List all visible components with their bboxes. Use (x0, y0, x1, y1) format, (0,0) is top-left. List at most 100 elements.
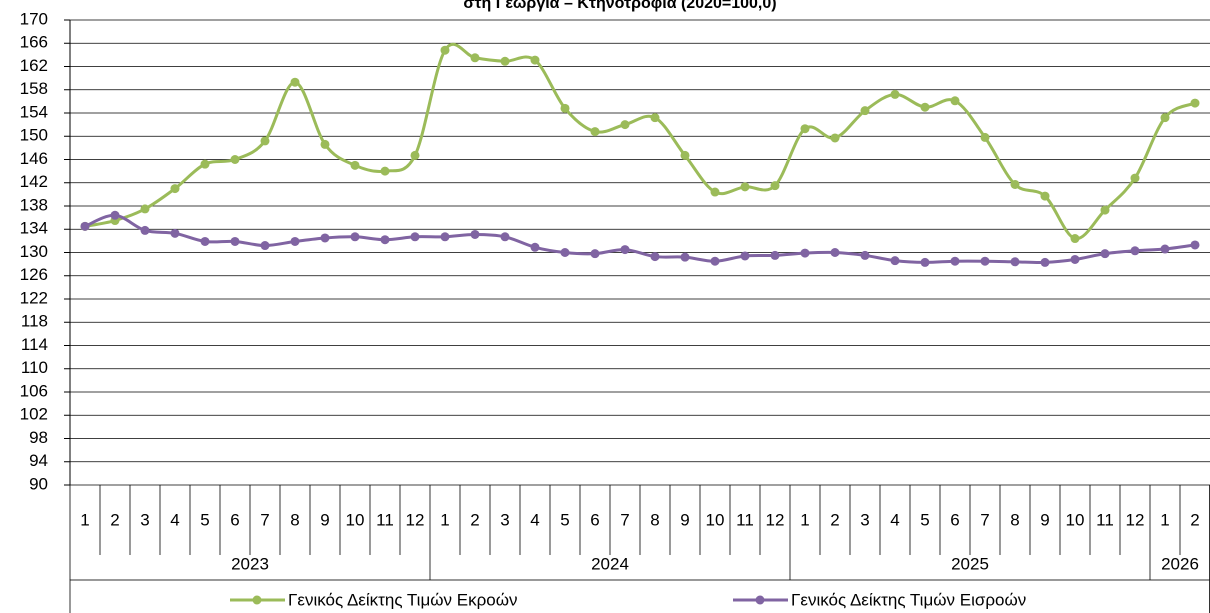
x-tick-label: 3 (860, 510, 869, 529)
x-tick-label: 6 (590, 510, 599, 529)
y-tick-label: 114 (21, 335, 48, 354)
x-tick-label: 10 (346, 510, 365, 529)
y-tick-label: 162 (20, 56, 48, 75)
marker (530, 242, 540, 252)
x-tick-label: 2 (470, 510, 479, 529)
marker (1070, 234, 1080, 244)
marker (440, 45, 450, 55)
x-tick-label: 3 (140, 510, 149, 529)
marker (950, 96, 960, 106)
x-tick-label: 1 (80, 510, 89, 529)
marker (650, 252, 660, 262)
x-tick-label: 9 (320, 510, 329, 529)
marker (200, 236, 210, 246)
legend-box (69, 579, 1210, 613)
y-tick-label: 166 (20, 33, 48, 52)
x-tick-label: 2 (110, 510, 119, 529)
marker (1190, 98, 1200, 108)
marker (980, 132, 990, 142)
x-tick-label: 8 (290, 510, 299, 529)
marker (170, 228, 180, 238)
marker (500, 232, 510, 242)
x-tick-label: 8 (650, 510, 659, 529)
marker (800, 248, 810, 258)
marker (1010, 179, 1020, 189)
marker (650, 113, 660, 123)
y-tick-label: 146 (20, 149, 48, 168)
marker (470, 53, 480, 63)
marker (740, 251, 750, 261)
x-tick-label: 2 (1190, 510, 1199, 529)
marker (230, 155, 240, 164)
x-tick-label: 11 (736, 510, 754, 529)
x-tick-label: 1 (440, 510, 449, 529)
y-tick-label: 130 (20, 242, 48, 261)
x-group-label: 2023 (231, 554, 269, 573)
marker (320, 139, 330, 149)
y-tick-label: 90 (29, 474, 48, 493)
x-group-label: 2024 (591, 554, 629, 573)
x-tick-label: 7 (980, 510, 989, 529)
marker (140, 204, 150, 214)
marker (770, 250, 780, 260)
marker (260, 241, 270, 251)
marker (890, 256, 900, 266)
marker (620, 120, 630, 130)
y-tick-label: 134 (20, 219, 48, 238)
marker (1070, 254, 1080, 264)
marker (710, 187, 720, 197)
y-tick-label: 94 (29, 451, 48, 470)
x-tick-label: 7 (260, 510, 269, 529)
marker (740, 182, 750, 192)
marker (410, 150, 420, 160)
marker (320, 233, 330, 243)
marker (980, 256, 990, 266)
marker (860, 106, 870, 116)
marker (1010, 257, 1020, 267)
marker (1040, 191, 1050, 201)
marker (710, 256, 720, 266)
marker (1100, 249, 1110, 259)
marker (950, 256, 960, 266)
marker (560, 103, 570, 113)
marker (290, 236, 300, 246)
marker (590, 127, 600, 137)
marker (830, 248, 840, 257)
marker (380, 166, 390, 176)
x-tick-label: 1 (800, 510, 809, 529)
y-tick-label: 102 (20, 405, 48, 424)
marker (920, 257, 930, 267)
marker (410, 232, 420, 242)
marker (1160, 113, 1170, 123)
x-tick-label: 11 (1096, 510, 1114, 529)
y-tick-label: 118 (21, 312, 48, 331)
marker (830, 133, 840, 143)
legend-label: Γενικός Δείκτης Τιμών Εκροών (288, 590, 518, 609)
x-tick-label: 1 (1160, 510, 1169, 529)
x-tick-label: 5 (200, 510, 209, 529)
x-tick-label: 9 (1040, 510, 1049, 529)
x-tick-label: 6 (950, 510, 959, 529)
legend-marker (252, 595, 262, 605)
series-line (84, 213, 1196, 264)
marker (110, 210, 120, 220)
x-tick-label: 9 (680, 510, 689, 529)
y-tick-label: 122 (20, 288, 48, 307)
x-tick-label: 2 (830, 510, 839, 529)
marker (590, 249, 600, 259)
y-tick-label: 98 (29, 428, 48, 447)
marker (140, 225, 150, 235)
marker (530, 55, 540, 65)
x-tick-label: 11 (376, 510, 394, 529)
legend-marker (755, 595, 765, 605)
marker (680, 150, 690, 160)
y-tick-label: 170 (20, 9, 48, 28)
marker (560, 248, 570, 257)
marker (620, 245, 630, 255)
marker (260, 136, 270, 146)
marker (200, 159, 210, 169)
marker (920, 102, 930, 112)
marker (350, 232, 360, 242)
marker (170, 184, 180, 194)
